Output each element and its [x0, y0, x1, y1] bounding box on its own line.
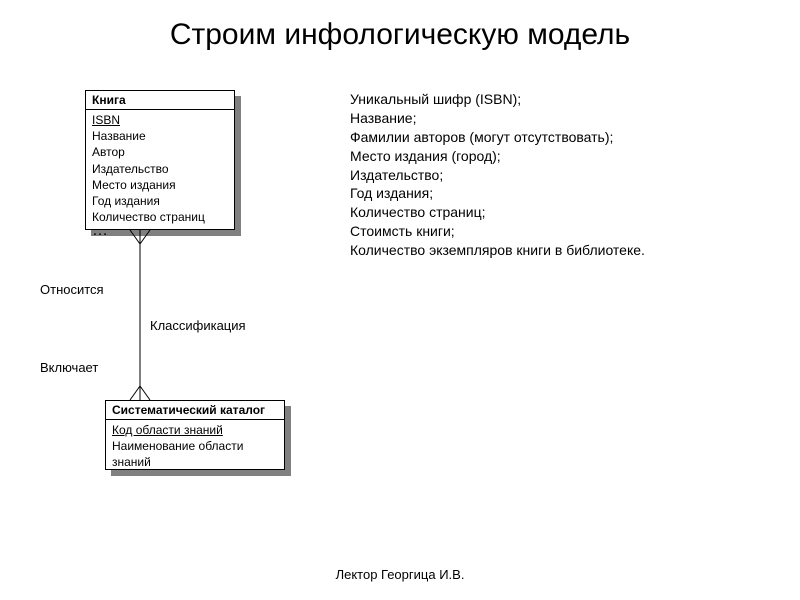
catalog-entity: Систематический каталог Код области знан… [105, 400, 285, 470]
rel-bottom-label: Включает [40, 360, 98, 375]
description-line: Стоимсть книги; [350, 222, 645, 241]
catalog-attr: Наименование области знаний [112, 438, 278, 470]
footer-text: Лектор Георгица И.В. [0, 567, 800, 582]
book-attr: Количество страниц [92, 209, 228, 225]
description-line: Место издания (город); [350, 147, 645, 166]
catalog-entity-body: Код области знаний Наименование области … [106, 420, 284, 477]
book-attr: Издательство [92, 161, 228, 177]
book-entity: Книга ISBN Название Автор Издательство М… [85, 90, 235, 230]
book-attr: Название [92, 128, 228, 144]
book-attr: Автор [92, 144, 228, 160]
description-line: Количество экземпляров книги в библиотек… [350, 241, 645, 260]
book-entity-title: Книга [86, 91, 234, 110]
rel-name-label: Классификация [150, 318, 246, 333]
description-block: Уникальный шифр (ISBN); Название; Фамили… [350, 90, 645, 260]
description-line: Уникальный шифр (ISBN); [350, 90, 645, 109]
book-attr: Год издания [92, 193, 228, 209]
book-entity-body: ISBN Название Автор Издательство Место и… [86, 110, 234, 244]
book-ellipsis: … [92, 225, 228, 238]
book-attr: Место издания [92, 177, 228, 193]
description-line: Название; [350, 109, 645, 128]
page-title: Строим инфологическую модель [0, 18, 800, 52]
rel-top-label: Относится [40, 282, 104, 297]
description-line: Год издания; [350, 184, 645, 203]
description-line: Фамилии авторов (могут отсутствовать); [350, 128, 645, 147]
catalog-key-attr: Код области знаний [112, 422, 278, 438]
description-line: Количество страниц; [350, 203, 645, 222]
catalog-entity-title: Систематический каталог [106, 401, 284, 420]
book-key-attr: ISBN [92, 112, 228, 128]
description-line: Издательство; [350, 166, 645, 185]
